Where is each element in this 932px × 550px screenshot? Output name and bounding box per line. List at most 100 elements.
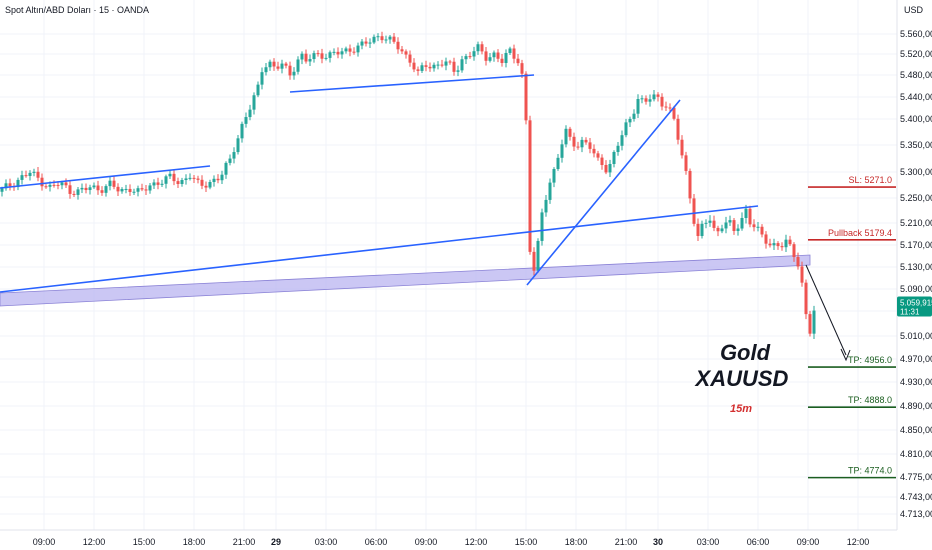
candle [448,59,452,65]
candle [740,212,744,231]
candle [780,242,784,251]
candle [588,137,592,154]
level-label: TP: 4956.0 [848,355,892,365]
candle [784,234,788,252]
candle [788,235,792,247]
candle [76,186,80,200]
candle [292,67,296,80]
price-tick-label: 4.775,000 [900,472,932,482]
candle [708,215,712,227]
candle [128,184,132,196]
candle [720,224,724,234]
price-tick-label: 4.930,000 [900,377,932,387]
candlestick-series [0,31,816,340]
candle [556,154,560,171]
chart-bands [0,254,811,307]
time-tick-label: 12:00 [465,537,488,547]
candle [652,89,656,102]
candle [348,44,352,57]
candle [328,50,332,63]
candle [456,65,460,77]
candle [440,59,444,68]
candle [660,93,664,111]
candle [112,175,116,190]
candle [444,57,448,71]
time-tick-label: 12:00 [83,537,106,547]
candle [604,160,608,175]
price-tick-label: 5.400,000 [900,114,932,124]
level-label: Pullback 5179.4 [828,228,892,238]
candle [360,39,364,50]
time-tick-label: 12:00 [847,537,870,547]
candle [812,305,816,340]
candle [156,177,160,190]
candle [132,188,136,196]
candle [396,37,400,54]
candle [264,62,268,76]
candle [372,34,376,45]
candle [236,134,240,155]
candle [760,224,764,238]
candle [272,58,276,71]
candle [312,50,316,63]
candle [276,61,280,71]
candle [748,205,752,228]
candle [100,186,104,196]
level-label: SL: 5271.0 [848,175,892,185]
candle [208,179,212,190]
time-tick-label: 15:00 [133,537,156,547]
trendlines [0,74,759,293]
candle [492,50,496,62]
annotation-title-line1: Gold [720,340,771,365]
countdown-label: 11:31 [900,308,920,317]
candle [16,177,20,191]
price-tick-label: 5.560,000 [900,29,932,39]
candle [232,147,236,164]
arrow-head [840,348,851,362]
trendline-top [289,74,535,93]
price-axis[interactable]: 5.560,000 5.520,000 5.480,000 5.440,000 5.40… [896,0,932,530]
candle [640,95,644,104]
candle [476,41,480,55]
candle [356,42,360,57]
price-tick-label: 5.130,000 [900,262,932,272]
candle [120,187,124,194]
candle [664,101,668,112]
time-axis[interactable]: 09:00 12:00 15:00 18:00 21:00 29 03:00 06:00 09:… [0,529,897,547]
candle [516,54,520,66]
candle [808,310,812,337]
candle [412,58,416,73]
annotation-timeframe: 15m [730,403,752,415]
candle [308,54,312,66]
candle [252,92,256,115]
candle [544,194,548,217]
candle [752,219,756,232]
candle [392,33,396,44]
candle [68,180,72,199]
candle [520,59,524,78]
candle [528,115,532,255]
level-label: TP: 4888.0 [848,395,892,405]
current-price-label: 5.059,915 [900,299,932,308]
candle [632,109,636,122]
candle [728,215,732,227]
candle [756,221,760,232]
price-tick-label: 5.010,000 [900,331,932,341]
candle [768,238,772,248]
symbol-title: Spot Altın/ABD Doları · 15 · OANDA [5,5,149,15]
candle [420,62,424,73]
candle [724,216,728,234]
candle [564,125,568,148]
currency-label[interactable]: USD [904,5,924,15]
candle [712,215,716,232]
candle [4,179,8,191]
candle [636,94,640,118]
price-tick-label: 5.440,000 [900,92,932,102]
candle [416,66,420,76]
candle [536,238,540,273]
candle [344,46,348,54]
candle [592,144,596,158]
candle [168,169,172,180]
candle [180,177,184,187]
